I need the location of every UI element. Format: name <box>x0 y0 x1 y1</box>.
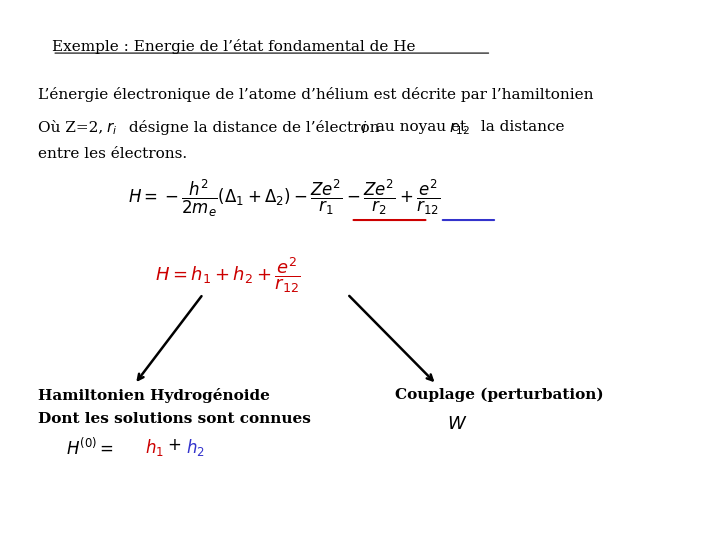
Text: $r_i$: $r_i$ <box>106 120 117 137</box>
Text: $H = -\dfrac{h^2}{2m_e}(\Delta_1+\Delta_2)-\dfrac{Ze^2}{r_1}-\dfrac{Ze^2}{r_2}+\: $H = -\dfrac{h^2}{2m_e}(\Delta_1+\Delta_… <box>127 178 440 219</box>
Text: au noyau et: au noyau et <box>372 120 472 134</box>
Text: $r_{12}$: $r_{12}$ <box>449 120 469 137</box>
Text: $ + $: $ + $ <box>167 437 181 455</box>
Text: Couplage (perturbation): Couplage (perturbation) <box>395 388 604 402</box>
Text: Hamiltonien Hydrogénoide: Hamiltonien Hydrogénoide <box>38 388 270 403</box>
Text: $H^{(0)} = $: $H^{(0)} = $ <box>66 437 114 458</box>
Text: Où Z=2,: Où Z=2, <box>38 120 109 134</box>
Text: désigne la distance de l’électron: désigne la distance de l’électron <box>125 120 384 135</box>
Text: $h_2$: $h_2$ <box>186 437 204 458</box>
Text: Exemple : Energie de l’état fondamental de He: Exemple : Energie de l’état fondamental … <box>53 39 415 53</box>
Text: $W$: $W$ <box>447 415 467 433</box>
Text: $H = h_1 + h_2 + \dfrac{e^2}{r_{12}}$: $H = h_1 + h_2 + \dfrac{e^2}{r_{12}}$ <box>155 255 301 295</box>
Text: Dont les solutions sont connues: Dont les solutions sont connues <box>38 412 311 426</box>
Text: $i$: $i$ <box>361 120 367 136</box>
Text: L’énergie électronique de l’atome d’hélium est décrite par l’hamiltonien: L’énergie électronique de l’atome d’héli… <box>38 86 594 102</box>
Text: la distance: la distance <box>477 120 564 134</box>
Text: $h_1$: $h_1$ <box>145 437 163 458</box>
Text: entre les électrons.: entre les électrons. <box>38 147 188 161</box>
